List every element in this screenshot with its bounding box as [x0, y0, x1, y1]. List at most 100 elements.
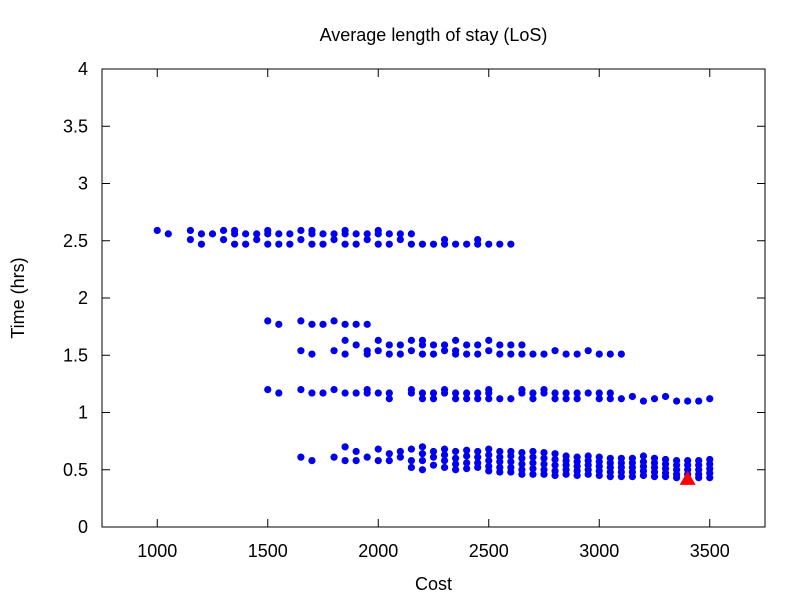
data-point — [673, 474, 681, 482]
data-point — [617, 473, 625, 481]
data-point — [540, 350, 548, 358]
data-point — [573, 389, 581, 397]
data-point — [308, 456, 316, 465]
data-point — [650, 473, 659, 481]
data-point — [396, 230, 404, 238]
data-point — [275, 240, 283, 248]
data-point — [518, 389, 526, 397]
data-point — [407, 445, 415, 453]
data-point — [418, 395, 427, 403]
data-point — [485, 451, 493, 459]
data-point — [418, 456, 427, 465]
data-point — [197, 230, 206, 238]
data-point — [429, 350, 438, 358]
data-point — [363, 320, 371, 328]
data-point — [463, 395, 471, 403]
data-point — [440, 451, 449, 459]
data-point — [264, 317, 272, 325]
x-tick-label: 3500 — [690, 541, 730, 561]
data-point — [452, 336, 460, 344]
data-point — [407, 240, 415, 248]
data-point — [584, 470, 592, 478]
data-point — [319, 230, 327, 238]
data-point — [385, 450, 393, 458]
data-point — [363, 236, 371, 244]
data-point — [219, 236, 228, 244]
data-point — [374, 336, 382, 344]
data-point — [496, 447, 504, 456]
data-point — [374, 240, 382, 248]
data-point — [485, 347, 493, 355]
y-tick-label: 3 — [78, 174, 88, 194]
data-point — [407, 230, 415, 238]
data-point — [628, 473, 637, 481]
data-point — [385, 395, 393, 403]
data-point — [452, 447, 460, 456]
data-point — [418, 466, 427, 474]
data-point — [385, 240, 393, 248]
data-point — [440, 240, 449, 248]
data-point — [529, 350, 537, 358]
data-point — [562, 389, 570, 397]
data-point — [463, 459, 471, 467]
data-point — [529, 453, 537, 461]
plot-frame — [101, 68, 766, 528]
data-point — [275, 320, 283, 328]
data-point — [396, 341, 404, 349]
data-point — [529, 389, 537, 397]
data-point — [407, 463, 415, 472]
y-axis-title: Time (hrs) — [8, 257, 28, 338]
data-point — [518, 460, 526, 468]
data-point — [341, 389, 349, 397]
data-point — [661, 392, 670, 401]
x-axis-title: Cost — [415, 574, 452, 594]
y-tick-label: 1 — [78, 403, 88, 423]
data-point — [308, 320, 316, 328]
data-point — [396, 350, 404, 358]
data-point — [440, 341, 449, 349]
data-point — [584, 389, 592, 397]
data-point — [606, 395, 614, 403]
data-point — [429, 341, 438, 349]
data-point — [341, 320, 349, 328]
data-point — [595, 471, 603, 480]
x-tick-label: 2000 — [358, 541, 398, 561]
data-point — [231, 230, 239, 238]
data-point — [452, 350, 460, 358]
data-point — [330, 230, 338, 238]
data-point — [186, 236, 194, 244]
data-point — [407, 389, 415, 397]
data-point — [429, 461, 438, 469]
data-point — [396, 453, 404, 461]
data-point — [695, 397, 703, 405]
data-point — [463, 350, 471, 358]
data-point — [529, 395, 537, 403]
data-point — [452, 240, 460, 248]
data-point — [474, 350, 482, 358]
data-point — [507, 240, 515, 248]
data-point — [286, 240, 294, 248]
data-point — [352, 230, 360, 238]
data-point — [407, 336, 415, 344]
data-point — [474, 463, 482, 472]
data-point — [231, 240, 239, 248]
y-tick-label: 4 — [78, 59, 88, 79]
data-point — [341, 336, 349, 344]
data-point — [385, 389, 393, 397]
data-point — [352, 456, 360, 465]
data-point — [518, 350, 526, 358]
data-point — [352, 320, 360, 328]
data-point — [297, 317, 305, 325]
data-point — [463, 341, 471, 349]
data-point — [551, 461, 559, 469]
data-point — [363, 389, 371, 397]
data-point — [540, 470, 548, 478]
data-point — [595, 395, 603, 403]
x-tick-label: 1500 — [248, 541, 288, 561]
data-point — [396, 447, 404, 456]
data-point — [452, 454, 460, 462]
data-point — [529, 447, 537, 456]
data-point — [463, 452, 471, 460]
data-point — [385, 230, 393, 238]
data-point — [418, 240, 427, 248]
